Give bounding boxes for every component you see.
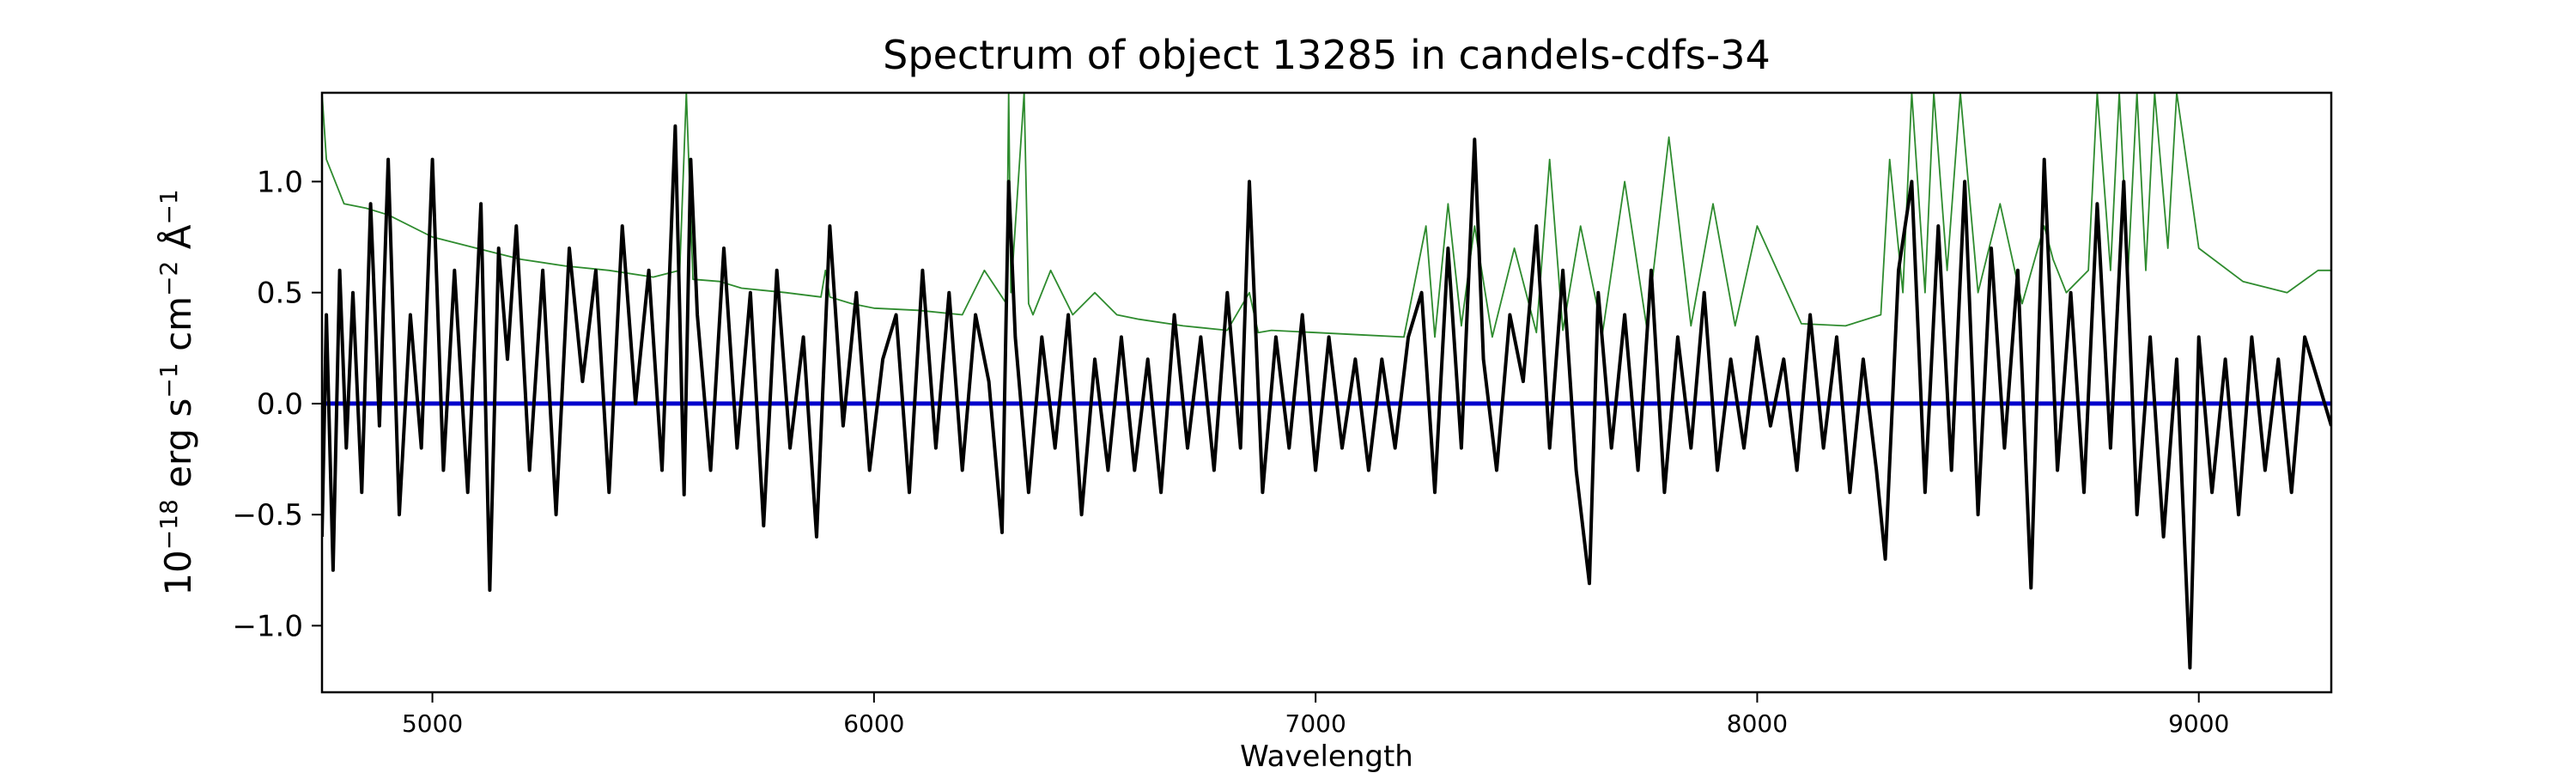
y-tick-label: −0.5: [232, 498, 303, 533]
y-label-s-exp: −1: [155, 362, 183, 398]
x-tick-label: 5000: [402, 709, 463, 738]
y-label-units: erg s: [157, 399, 199, 500]
flux-series-line: [322, 124, 2331, 670]
x-tick-label: 7000: [1285, 709, 1346, 738]
y-label-exp: −18: [155, 499, 183, 550]
x-tick-label: 6000: [843, 709, 904, 738]
y-label-cm-exp: −2: [155, 261, 183, 296]
plot-frame: [320, 91, 2333, 694]
plot-area: [322, 93, 2331, 692]
series-layer: [322, 93, 2331, 670]
y-label-a-exp: −1: [155, 189, 183, 224]
y-label-cm: cm: [157, 296, 199, 362]
y-axis-ticks: −1.0 −0.5 0.0 0.5 1.0: [232, 165, 322, 643]
y-axis-label: 10−18 erg s−1 cm−2 Å−1: [155, 189, 199, 595]
y-tick-label: 0.5: [257, 277, 303, 311]
y-label-angstrom: Å: [156, 224, 199, 260]
x-tick-label: 8000: [1727, 709, 1788, 738]
y-tick-label: −1.0: [232, 609, 303, 643]
y-tick-label: 1.0: [257, 165, 303, 199]
x-tick-label: 9000: [2168, 709, 2229, 738]
y-tick-label: 0.0: [257, 387, 303, 422]
error-series-line: [322, 93, 2331, 338]
x-axis-ticks: 5000 6000 7000 8000 9000: [402, 692, 2229, 738]
chart-title: Spectrum of object 13285 in candels-cdfs…: [883, 32, 1771, 78]
x-axis-label: Wavelength: [1240, 740, 1413, 773]
y-label-base: 10: [157, 550, 199, 595]
